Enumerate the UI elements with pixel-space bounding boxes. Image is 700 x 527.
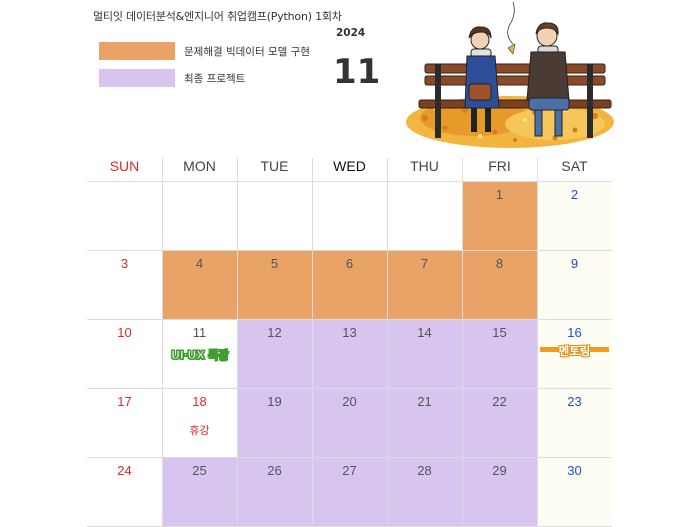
day-number: 1 — [495, 187, 504, 202]
day-cell-11: 11 UI·UX 특강 — [162, 319, 237, 388]
day-cell-2: 2 — [537, 181, 612, 250]
event-note: 휴강 — [189, 424, 210, 437]
event-note: UI·UX 특강 — [170, 348, 229, 363]
day-number: 2 — [570, 187, 579, 202]
day-cell-25: 25 — [162, 457, 237, 526]
day-cell-21: 21 — [387, 388, 462, 457]
day-cell-empty — [387, 181, 462, 250]
legend-label: 최종 프로젝트 — [184, 72, 246, 85]
day-cell-20: 20 — [312, 388, 387, 457]
day-number: 6 — [345, 256, 354, 271]
grid-line-vertical — [162, 158, 163, 525]
day-number: 11 — [192, 325, 207, 340]
calendar-title: 멀티잇 데이터분석&엔지니어 취업캠프(Python) 1회차 — [93, 10, 342, 23]
legend-swatch-orange — [99, 42, 175, 60]
day-cell-13: 13 — [312, 319, 387, 388]
day-number: 5 — [270, 256, 279, 271]
day-cell-29: 29 — [462, 457, 537, 526]
day-number: 23 — [567, 394, 582, 409]
day-cell-6: 6 — [312, 250, 387, 319]
day-number: 16 — [567, 325, 582, 340]
legend-item-problem-solving: 문제해결 빅데이터 모델 구현 — [99, 41, 310, 61]
grid-line-vertical — [387, 158, 388, 525]
weekday-mon: MON — [183, 158, 216, 174]
day-number: 4 — [195, 256, 204, 271]
day-cell-30: 30 — [537, 457, 612, 526]
day-cell-8: 8 — [462, 250, 537, 319]
day-cell-9: 9 — [537, 250, 612, 319]
grid-line-vertical — [237, 158, 238, 525]
day-cell-empty — [87, 181, 162, 250]
day-cell-3: 3 — [87, 250, 162, 319]
weekday-thu: THU — [410, 158, 439, 174]
day-number: 28 — [417, 463, 432, 478]
grid-line-vertical — [537, 158, 538, 525]
day-number: 21 — [417, 394, 432, 409]
day-number: 24 — [117, 463, 132, 478]
day-number: 8 — [495, 256, 504, 271]
grid-line-horizontal — [87, 250, 612, 251]
day-cell-4: 4 — [162, 250, 237, 319]
day-cell-26: 26 — [237, 457, 312, 526]
day-cell-17: 17 — [87, 388, 162, 457]
day-cell-7: 7 — [387, 250, 462, 319]
weekday-fri: FRI — [488, 158, 511, 174]
event-note: 멘토링 — [558, 344, 591, 358]
day-cell-1: 1 — [462, 181, 537, 250]
day-cell-empty — [312, 181, 387, 250]
day-number: 15 — [492, 325, 507, 340]
day-cell-18: 18 휴강 — [162, 388, 237, 457]
day-cell-10: 10 — [87, 319, 162, 388]
grid-line-horizontal — [87, 388, 612, 389]
day-cell-24: 24 — [87, 457, 162, 526]
day-cell-12: 12 — [237, 319, 312, 388]
day-cell-16: 16 멘토링 — [537, 319, 612, 388]
day-cell-5: 5 — [237, 250, 312, 319]
day-cell-14: 14 — [387, 319, 462, 388]
day-number: 27 — [342, 463, 357, 478]
weekday-wed: WED — [333, 158, 366, 174]
day-number: 12 — [267, 325, 282, 340]
day-number: 20 — [342, 394, 357, 409]
day-number: 14 — [417, 325, 432, 340]
day-cell-empty — [237, 181, 312, 250]
calendar-year: 2024 — [336, 27, 366, 39]
day-cell-19: 19 — [237, 388, 312, 457]
calendar-month: 11 — [333, 52, 381, 92]
legend-label: 문제해결 빅데이터 모델 구현 — [184, 45, 310, 58]
day-number: 13 — [342, 325, 357, 340]
day-number: 19 — [267, 394, 282, 409]
weekday-tue: TUE — [260, 158, 289, 174]
day-number: 7 — [420, 256, 429, 271]
day-number: 17 — [117, 394, 132, 409]
day-number: 29 — [492, 463, 507, 478]
grid-line-horizontal — [87, 457, 612, 458]
grid-line-horizontal — [87, 319, 612, 320]
weekday-sat: SAT — [561, 158, 588, 174]
day-cell-empty — [162, 181, 237, 250]
day-number: 10 — [117, 325, 132, 340]
grid-line-horizontal — [87, 181, 612, 182]
grid-line-vertical — [462, 158, 463, 525]
weekday-sun: SUN — [109, 158, 140, 174]
highlight-bar — [540, 347, 609, 352]
day-cell-22: 22 — [462, 388, 537, 457]
day-cell-27: 27 — [312, 457, 387, 526]
day-cell-23: 23 — [537, 388, 612, 457]
day-number: 9 — [570, 256, 579, 271]
day-number: 22 — [492, 394, 507, 409]
day-number: 26 — [267, 463, 282, 478]
grid-line-vertical — [312, 158, 313, 525]
day-cell-15: 15 — [462, 319, 537, 388]
autumn-bench-couple-illustration — [406, 1, 614, 148]
legend-swatch-purple — [99, 69, 175, 87]
day-number: 3 — [120, 256, 129, 271]
day-number: 18 — [192, 394, 207, 409]
day-cell-28: 28 — [387, 457, 462, 526]
legend-item-final-project: 최종 프로젝트 — [99, 68, 245, 88]
day-number: 30 — [567, 463, 582, 478]
day-number: 25 — [192, 463, 207, 478]
